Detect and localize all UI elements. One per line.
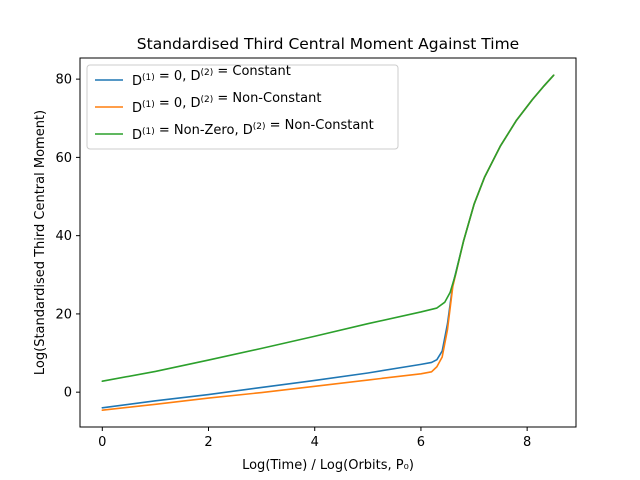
legend-box (86, 64, 399, 150)
plot-frame (79, 57, 577, 428)
x-tick-label: 6 (417, 435, 425, 450)
series-line-3 (101, 74, 555, 383)
legend-label-1: D(1) = 0, D(2) = Constant (132, 64, 291, 89)
y-tick-label: 80 (55, 73, 72, 88)
x-tick-label: 0 (98, 435, 106, 450)
y-tick-label: 20 (55, 307, 72, 322)
y-axis-title: Log(Standardised Third Central Moment) (33, 110, 48, 375)
y-axis: 0 20 40 60 80 (55, 73, 80, 401)
legend-label-2: D(1) = 0, D(2) = Non-Constant (132, 91, 321, 116)
x-tick-label: 4 (311, 435, 319, 450)
x-tick-label: 2 (204, 435, 212, 450)
x-tick-label: 8 (523, 435, 531, 450)
plot-lines (101, 74, 555, 411)
x-axis-title: Log(Time) / Log(Orbits, P₀) (242, 458, 414, 473)
y-tick-label: 40 (55, 229, 72, 244)
chart-title: Standardised Third Central Moment Agains… (137, 35, 519, 53)
legend-label-3: D(1) = Non-Zero, D(2) = Non-Constant (132, 118, 374, 143)
x-axis: 0 2 4 6 8 (98, 427, 531, 450)
y-tick-label: 60 (55, 151, 72, 166)
y-tick-label: 0 (64, 386, 72, 401)
